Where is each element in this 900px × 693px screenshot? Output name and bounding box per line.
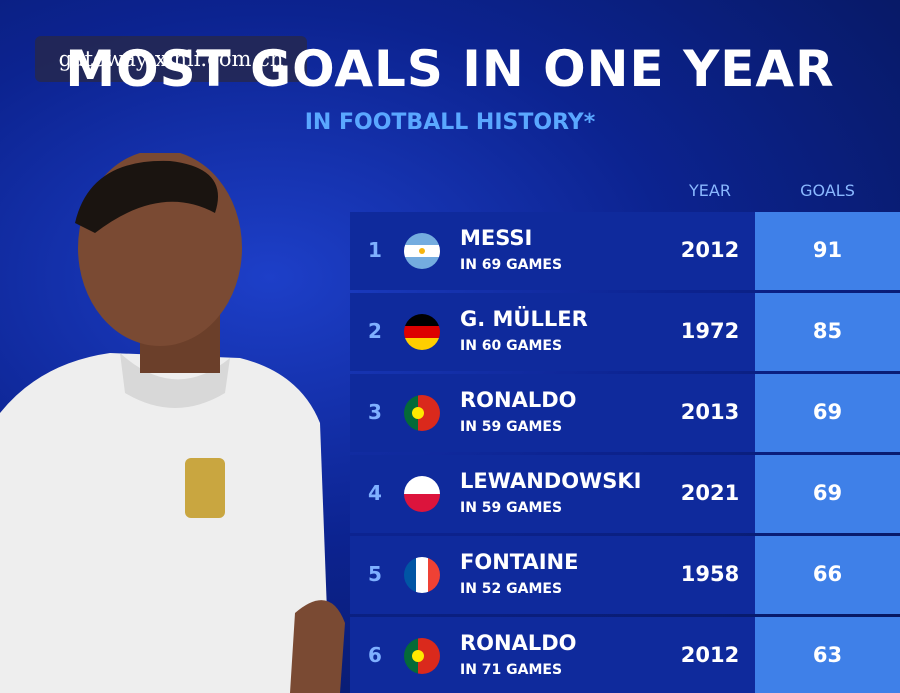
rank: 3 xyxy=(368,400,382,424)
watermark: gateway-xinli.com.cn xyxy=(35,36,307,82)
year: 1972 xyxy=(680,319,740,343)
goals-cell xyxy=(755,212,900,290)
goals: 66 xyxy=(812,562,843,586)
flag xyxy=(404,557,440,593)
games: IN 59 GAMES xyxy=(460,500,563,516)
player-name: LEWANDOWSKI xyxy=(460,469,642,493)
table-row: 6 RONALDO IN 71 GAMES 2012 63 xyxy=(350,617,900,693)
column-header: GOALS xyxy=(800,181,855,200)
games: IN 52 GAMES xyxy=(460,581,563,597)
player-name: RONALDO xyxy=(460,388,577,412)
flag xyxy=(404,233,440,269)
goals: 69 xyxy=(812,400,843,424)
player-name: MESSI xyxy=(460,226,533,250)
year: 2021 xyxy=(680,481,740,505)
goals-cell xyxy=(755,536,900,614)
goals-cell xyxy=(755,293,900,371)
goals-cell xyxy=(755,455,900,533)
title: MOST GOALS IN ONE YEAR xyxy=(65,40,835,98)
goals-cell xyxy=(755,374,900,452)
flag xyxy=(404,395,440,431)
games: IN 69 GAMES xyxy=(460,257,563,273)
games: IN 71 GAMES xyxy=(460,662,563,678)
rank: 1 xyxy=(368,238,382,262)
rank: 5 xyxy=(368,562,382,586)
subtitle: IN FOOTBALL HISTORY* xyxy=(304,110,596,135)
flag xyxy=(404,314,440,350)
player-photo xyxy=(0,153,345,693)
column-header: YEAR xyxy=(689,181,731,200)
rank: 2 xyxy=(368,319,382,343)
year: 2012 xyxy=(680,643,740,667)
table-row: 1 MESSI IN 69 GAMES 2012 91 xyxy=(350,212,900,290)
table-row: 4 LEWANDOWSKI IN 59 GAMES 2021 69 xyxy=(350,455,900,533)
table-row: 2 G. MÜLLER IN 60 GAMES 1972 85 xyxy=(350,293,900,371)
goals: 91 xyxy=(812,238,843,262)
goals: 63 xyxy=(812,643,843,667)
table-row: 3 RONALDO IN 59 GAMES 2013 69 xyxy=(350,374,900,452)
player-name: FONTAINE xyxy=(460,550,579,574)
year: 2013 xyxy=(680,400,740,424)
player-name: RONALDO xyxy=(460,631,577,655)
games: IN 60 GAMES xyxy=(460,338,563,354)
goals-cell xyxy=(755,617,900,693)
year: 1958 xyxy=(680,562,740,586)
flag xyxy=(404,476,440,512)
goals: 85 xyxy=(812,319,843,343)
year: 2012 xyxy=(680,238,740,262)
flag xyxy=(404,638,440,674)
games: IN 59 GAMES xyxy=(460,419,563,435)
player-name: G. MÜLLER xyxy=(460,307,588,331)
rank: 4 xyxy=(368,481,382,505)
goals: 69 xyxy=(812,481,843,505)
table-row: 5 FONTAINE IN 52 GAMES 1958 66 xyxy=(350,536,900,614)
rank: 6 xyxy=(368,643,382,667)
